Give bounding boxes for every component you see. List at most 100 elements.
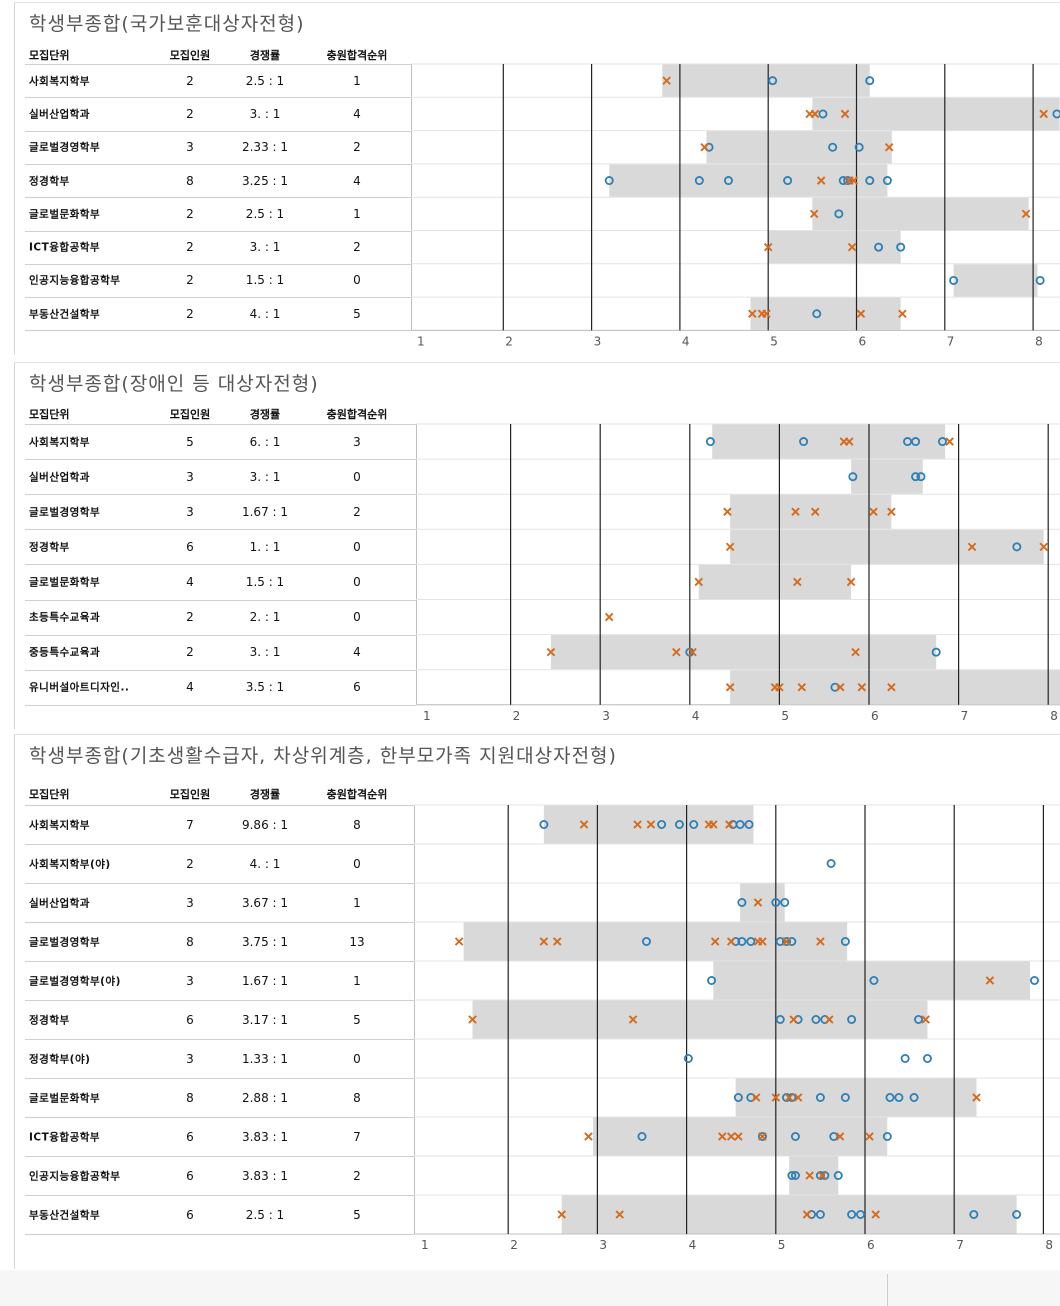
table-cell-rate: 3.83 : 1	[241, 1129, 289, 1144]
circle-marker	[854, 142, 864, 152]
circle-marker	[757, 1131, 767, 1141]
table-cell-rank: 6	[353, 680, 361, 695]
scatter-chart: 1 2 3 4 5 6 7 8	[414, 804, 1060, 1252]
table-cell-count: 6	[186, 539, 194, 554]
table-cell-name: 사회복지학부(야)	[29, 858, 111, 870]
row-separator	[25, 922, 414, 923]
range-bar	[561, 1195, 1017, 1234]
circle-marker	[847, 1209, 857, 1219]
circle-marker	[969, 1209, 979, 1219]
circle-marker	[744, 819, 754, 829]
column-header-unit: 모집단위	[29, 49, 70, 62]
table-cell-name: 실버산업학과	[29, 897, 90, 909]
x-tick-label: 5	[781, 709, 789, 723]
table-cell-rate: 2.88 : 1	[241, 1090, 289, 1105]
table-cell-rate: 1.67 : 1	[241, 973, 289, 988]
cross-marker	[718, 1132, 727, 1141]
cross-marker	[945, 437, 954, 446]
cross-marker	[584, 1132, 593, 1141]
table-cell-rank: 2	[353, 504, 361, 519]
table-cell-rank: 5	[353, 1207, 361, 1222]
cross-marker	[762, 309, 771, 319]
circle-marker	[931, 647, 941, 657]
column-header-rate: 경쟁률	[249, 49, 281, 62]
row-separator	[25, 130, 411, 132]
cross-marker	[817, 1171, 827, 1180]
row-separator	[25, 1117, 414, 1118]
x-tick-label: 3	[594, 334, 602, 348]
circle-marker	[733, 1092, 743, 1102]
panel-title: 학생부종합(국가보훈대상자전형)	[29, 13, 305, 35]
cross-marker	[884, 142, 894, 152]
row-separator	[25, 634, 416, 636]
table-cell-rank: 2	[353, 1168, 361, 1183]
table-cell-rank: 5	[353, 1012, 361, 1027]
cross-marker	[539, 937, 549, 946]
table-cell-count: 3	[186, 140, 194, 155]
row-separator	[25, 263, 411, 265]
range-bar	[768, 231, 901, 264]
table-cell-rate: 3. : 1	[249, 106, 281, 121]
table-cell-rank: 8	[353, 817, 361, 832]
circle-marker	[911, 472, 921, 482]
circle-marker	[829, 1131, 839, 1141]
table-cell-count: 4	[186, 574, 194, 589]
table-cell-rank: 4	[353, 173, 361, 188]
table-cell-rate: 3.75 : 1	[241, 934, 289, 949]
cross-marker	[725, 542, 735, 552]
panel-title: 학생부종합(장애인 등 대상자전형)	[29, 373, 319, 395]
circle-marker	[775, 936, 785, 946]
table-cell-rate: 4. : 1	[249, 856, 281, 871]
x-tick-label: 2	[510, 1238, 518, 1252]
column-header-unit: 모집단위	[29, 408, 70, 421]
table-cell-rate: 3. : 1	[249, 240, 281, 255]
cross-marker	[791, 507, 800, 517]
circle-marker	[894, 1092, 904, 1102]
circle-marker	[812, 309, 822, 319]
cross-marker	[700, 142, 709, 152]
circle-marker	[705, 437, 715, 447]
circle-marker	[911, 437, 921, 447]
x-tick-label: 6	[871, 709, 879, 723]
circle-marker	[914, 1014, 924, 1024]
cross-marker	[694, 577, 704, 587]
table-cell-count: 7	[186, 817, 194, 832]
scatter-chart: 1 2 3 4 5 6 7 8	[416, 423, 1060, 723]
table-cell-count: 6	[186, 1012, 194, 1027]
table-cell-rate: 3.67 : 1	[241, 895, 289, 910]
table-cell-name: 글로벌경영학부	[29, 936, 101, 948]
row-separator	[25, 459, 416, 461]
circle-marker	[949, 275, 959, 285]
table-cell-rank: 0	[353, 273, 361, 288]
range-bar	[713, 961, 1031, 1000]
cross-marker	[672, 647, 681, 657]
circle-marker	[896, 242, 906, 252]
x-tick-label: 5	[778, 1238, 786, 1252]
table-cell-rate: 2.33 : 1	[241, 140, 289, 155]
range-bar	[730, 529, 1044, 564]
circle-marker	[937, 437, 947, 447]
cross-marker	[869, 507, 878, 517]
cross-marker	[758, 937, 767, 946]
circle-marker	[840, 936, 850, 946]
circle-marker	[782, 936, 792, 946]
table-cell-count: 6	[186, 1168, 194, 1183]
divider	[887, 1274, 888, 1306]
table-cell-rate: 3.5 : 1	[245, 680, 285, 695]
circle-marker	[815, 1092, 825, 1102]
table-cell-count: 2	[186, 610, 194, 625]
table-cell-rank: 0	[353, 856, 361, 871]
cross-marker	[628, 1015, 638, 1024]
range-bar	[550, 635, 937, 670]
chart-panel-3: 학생부종합(기초생활수급자, 차상위계층, 한부모가족 지원대상자전형) 모집단위…	[14, 734, 1060, 1269]
table-cell-name: 부동산건설학부	[29, 1209, 101, 1221]
cross-marker	[726, 937, 736, 946]
table-cell-rank: 13	[349, 934, 365, 949]
range-bar	[851, 459, 923, 494]
cross-marker	[725, 682, 735, 692]
column-header-count: 모집인원	[169, 49, 211, 62]
circle-marker	[865, 176, 875, 186]
table-cell-count: 3	[186, 504, 194, 519]
cross-marker	[775, 682, 784, 692]
cross-marker	[816, 176, 826, 185]
